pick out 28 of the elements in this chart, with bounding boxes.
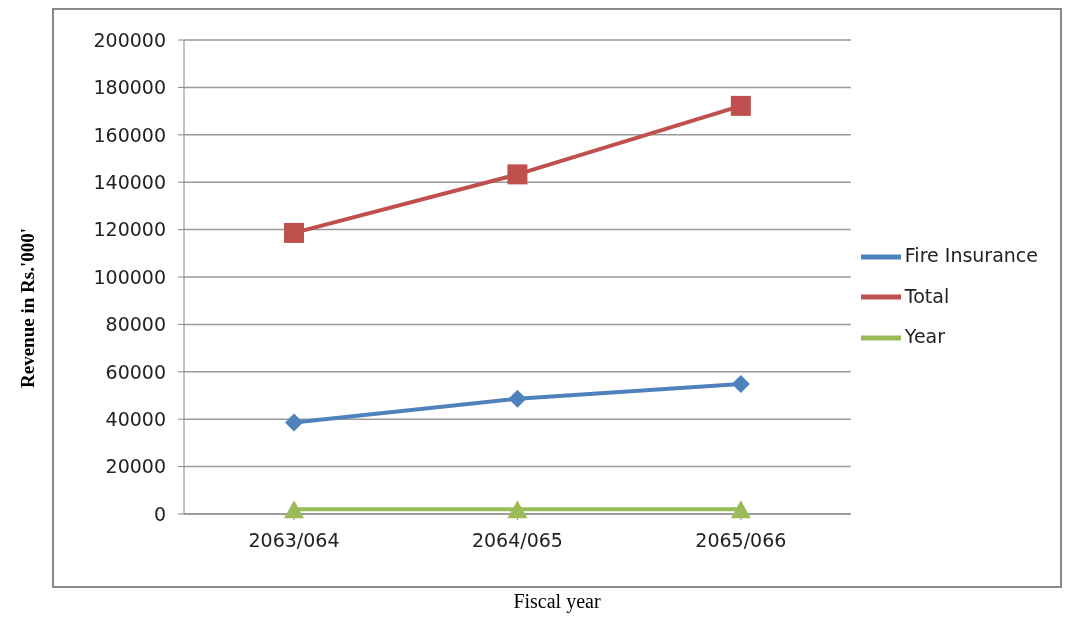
legend-label: Total [904, 284, 950, 307]
x-tick-label: 2063/064 [248, 529, 340, 552]
point [730, 95, 751, 116]
point [507, 164, 528, 185]
x-tick-label: 2064/065 [471, 529, 563, 552]
y-tick-label: 0 [153, 502, 166, 525]
y-tick-label: 20000 [105, 455, 166, 478]
point [285, 413, 303, 432]
y-tick-label: 140000 [93, 170, 166, 193]
y-tick-label: 120000 [93, 218, 166, 241]
point [284, 222, 304, 243]
x-axis-title: Fiscal year [512, 590, 602, 613]
y-tick-label: 200000 [93, 28, 166, 51]
point [507, 500, 528, 519]
y-axis-title: Revenue in Rs.'000' [17, 228, 39, 388]
y-tick-label: 180000 [93, 76, 166, 99]
legend-label: Year [904, 325, 946, 348]
y-tick-label: 40000 [105, 407, 166, 430]
point [508, 389, 527, 408]
y-tick-label: 80000 [105, 313, 166, 336]
point [730, 500, 751, 519]
y-tick-label: 60000 [105, 360, 166, 383]
x-tick-label: 2065/066 [695, 529, 787, 552]
point [731, 374, 750, 393]
y-tick-label: 160000 [93, 123, 166, 146]
y-tick-label: 100000 [93, 265, 166, 288]
legend-label: Fire Insurance [904, 244, 1038, 267]
point [284, 500, 304, 519]
